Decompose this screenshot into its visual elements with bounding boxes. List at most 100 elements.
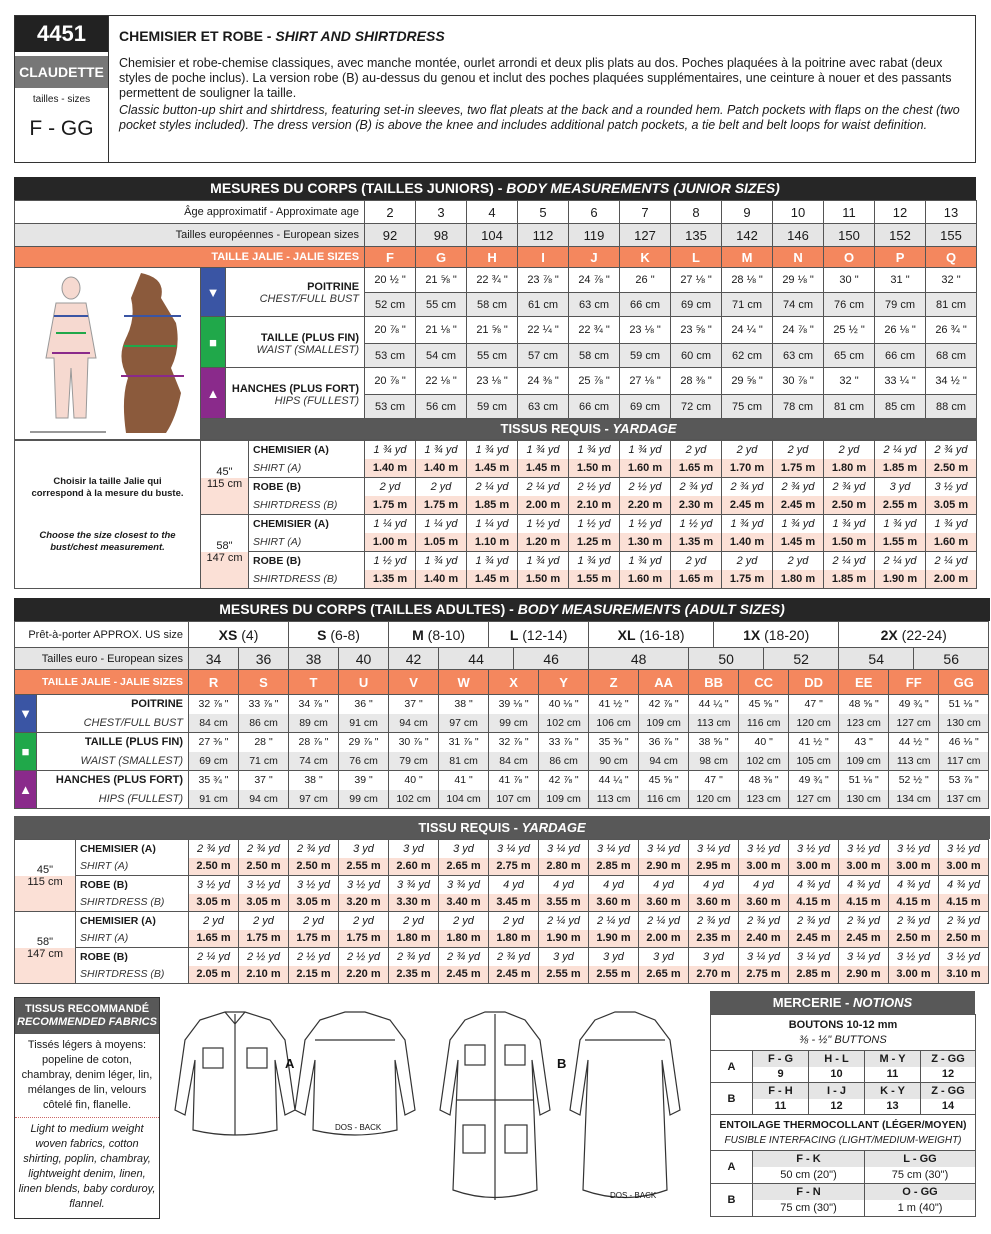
interfacing-amount: 1 m (40") [864,1199,976,1217]
measure-inches: 22 ¼ " [517,316,570,344]
measure-cm: 68 cm [925,343,978,368]
measure-cm: 120 cm [688,789,740,809]
yardage-yd: 2 yd [288,911,339,930]
measure-row: ▼ POITRINE 32 ⅞ " 33 ⅞ " 34 ⅞ " 36 " 37 " 38 " 3… [14,694,990,733]
yardage-m: 2.80 m [538,857,589,876]
measure-row-cm: CHEST/FULL BUST 52 cm 55 cm 58 cm 61 cm 63 cm… [15,292,978,317]
measure-inches: 48 ⅜ " [738,770,790,790]
yardage-yd: 2 ¼ yd [517,477,569,496]
measure-cm: 102 cm [388,789,440,809]
measure-row-cm: HIPS (FULLEST) 91 cm 94 cm 97 cm 99 cm 102 cm… [15,789,990,809]
measure-inches: 44 ¼ " [688,694,740,714]
yardage-m: 2.95 m [688,857,739,876]
euro-size: 48 [588,647,690,670]
yardage-m: 1.40 m [415,569,467,589]
yardage-m: 3.05 m [288,893,339,912]
yardage-m: 2.35 m [388,965,439,984]
yardage-yd: 3 ½ yd [888,839,939,858]
measure-cm: 63 cm [772,343,825,368]
measure-inches: 30 ⅞ " [388,732,440,752]
yardage-yd: 2 ¾ yd [188,839,239,858]
age-value: 8 [670,200,723,224]
measure-cm: 91 cm [188,789,240,809]
interfacing-header: ENTOILAGE THERMOCOLLANT (LÉGER/MOYEN) FUS… [710,1114,976,1151]
yardage-yd: 1 ¾ yd [517,551,569,570]
measure-inches: 23 ⅞ " [517,267,570,293]
measure-cm: 94 cm [638,751,690,771]
button-size-range: F - H [752,1082,809,1099]
jalie-size: GG [938,669,990,695]
measure-cm: 66 cm [874,343,927,368]
section-title-fr: MESURES DU CORPS (TAILLES JUNIORS) - [210,180,507,196]
yardage-m: 1.55 m [874,532,926,552]
yardage-m: 1.35 m [670,532,722,552]
measure-row-cm: CHEST/FULL BUST 84 cm 86 cm 89 cm 91 cm 94 cm… [15,713,990,733]
measure-cm: 117 cm [938,751,990,771]
euro-size: 119 [568,223,621,247]
measure-cm: 116 cm [738,713,790,733]
measure-row-cm: HIPS (FULLEST) 53 cm 56 cm 59 cm 63 cm 66 cm 6… [15,394,978,419]
measure-cm: 59 cm [619,343,672,368]
yardage-yd: 2 ¾ yd [772,477,824,496]
yardage-yd: 4 yd [588,875,639,894]
jalie-size: P [874,246,927,268]
yardage-m: 2.00 m [638,929,689,948]
measure-inches: 31 ⅞ " [438,732,490,752]
measure-inches: 32 ⅞ " [188,694,240,714]
section-title-fr: MERCERIE - [772,995,853,1010]
yardage-m: 1.90 m [538,929,589,948]
section-title-en: NOTIONS [852,995,913,1010]
yardage-yd: 3 ¾ yd [438,875,489,894]
fabrics-title-fr: TISSUS RECOMMANDÉ [24,1003,150,1015]
yardage-yd: 1 ¾ yd [466,551,518,570]
yardage-yd: 3 ¼ yd [738,947,789,966]
yardage-m: 3.30 m [388,893,439,912]
measure-cm: 66 cm [568,394,621,419]
measure-inches: 32 " [925,267,978,293]
yardage-row: 115 cm ROBE (B) 3 ½ yd 3 ½ yd 3 ½ yd 3 ½ yd 3 … [14,875,989,912]
button-size-range: K - Y [864,1082,921,1099]
button-count: 11 [752,1098,809,1115]
age-value: 2 [364,200,417,224]
yardage-row: 147 cm ROBE (B) 1 ½ yd 1 ¾ yd 1 ¾ yd 1 ¾ yd 1 … [15,551,977,589]
buttons-header: BOUTONS 10-12 mm ⅜ - ½" BUTTONS [710,1014,976,1051]
view-label: A [710,1150,753,1184]
yardage-yd: 2 ¼ yd [823,551,875,570]
measure-inches: 40 ⅛ " [538,694,590,714]
yardage-yd: 1 ¾ yd [619,551,671,570]
measure-inches: 22 ¾ " [466,267,519,293]
measure-row-cm: WAIST (SMALLEST) 53 cm 54 cm 55 cm 57 cm 58 c… [15,343,978,368]
measure-cm: 76 cm [823,292,876,317]
yardage-yd: 3 yd [438,839,489,858]
adult-section: MESURES DU CORPS (TAILLES ADULTES) - BOD… [13,598,990,984]
yardage-m: 2.55 m [538,965,589,984]
yardage-row: Choisir la taille Jalie qui correspond à… [14,440,977,589]
euro-size: 150 [823,223,876,247]
button-count: 12 [920,1066,976,1083]
yardage-yd: 1 ¾ yd [415,551,467,570]
measure-inches: 29 ⅞ " [338,732,390,752]
measure-cm: 98 cm [688,751,740,771]
jalie-size: BB [688,669,740,695]
yardage-yd: 3 ½ yd [938,947,989,966]
measure-row: ■ TAILLE (PLUS FIN) 27 ⅜ " 28 " 28 ⅞ " 29 ⅞ "… [14,732,990,771]
title-fr: CHEMISIER ET ROBE - [119,28,276,44]
measure-row: ■ TAILLE (PLUS FIN) 20 ⅞ " 21 ⅛ " 21 ⅝ " 22 ¼… [15,316,978,368]
yardage-row: 58" CHEMISIER (A) 2 yd 2 yd 2 yd 2 yd 2 yd 2 yd… [14,911,989,948]
yardage-title-en: YARDAGE [612,421,677,436]
yardage-yd: 3 yd [688,947,739,966]
view-label: A [710,1050,753,1083]
measure-cm: 90 cm [588,751,640,771]
buttons-header-row: BOUTONS 10-12 mm ⅜ - ½" BUTTONS [710,1014,976,1051]
yardage-m: 2.45 m [788,929,839,948]
measure-inches: 36 ⅞ " [638,732,690,752]
jalie-size: AA [638,669,690,695]
measure-cm: 79 cm [388,751,440,771]
us-size-label: Prêt-à-porter APPROX. US size [13,621,190,648]
yardage-yd: 4 ¾ yd [888,875,939,894]
yardage-m: 1.85 m [874,458,926,478]
age-value: 13 [925,200,978,224]
yardage-yd: 2 ¾ yd [925,440,977,459]
